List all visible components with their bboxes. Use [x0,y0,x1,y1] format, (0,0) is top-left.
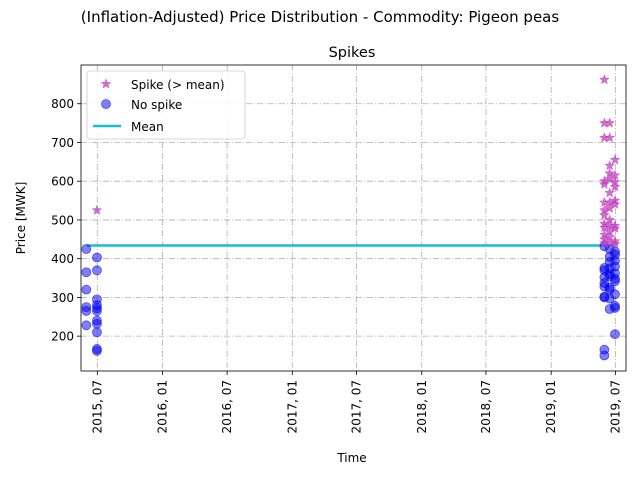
x-axis-ticks: 2015, 07 2016, 01 2016, 07 2017, 01 2017, 07… [90,371,622,433]
spike-point [604,132,616,143]
no-spike-point [81,306,92,316]
legend-marker-no-spike [101,99,111,109]
spike-point [91,204,103,215]
data-points [81,74,621,361]
x-tick-label: 2017, 07 [350,380,364,433]
spike-point [598,74,610,85]
y-tick-label: 200 [51,330,74,344]
legend-marker-spike [100,78,112,89]
grid-lines [81,65,626,371]
x-tick-label: 2019, 07 [608,380,622,433]
legend-label-no-spike: No spike [131,98,182,112]
spike-point [609,181,621,192]
x-tick-label: 2018, 07 [479,380,493,433]
x-tick-label: 2018, 01 [415,380,429,433]
legend-label-spike: Spike (> mean) [131,78,225,92]
x-tick-label: 2019, 01 [544,380,558,433]
y-axis-ticks: 200 300 400 500 600 700 800 [51,97,81,344]
no-spike-point [610,329,620,340]
no-spike-point [92,252,102,263]
spike-point [604,117,616,128]
no-spike-point [92,318,102,329]
legend-star-icon [100,78,112,89]
no-spike-point [610,289,620,300]
no-spike-point [81,267,92,278]
legend-label-mean: Mean [131,120,164,134]
no-spike-point [81,244,92,254]
no-spike-point [81,284,92,295]
spike-point [609,154,621,165]
spike-point [604,187,616,198]
legend-frame [86,70,246,140]
plot-frame [80,64,627,372]
y-tick-label: 300 [51,291,74,305]
no-spike-point [92,265,102,276]
y-tick-label: 800 [51,97,74,111]
figure-suptitle: (Inflation-Adjusted) Price Distribution … [81,8,560,26]
x-tick-label: 2017, 01 [285,380,299,433]
x-tick-label: 2016, 01 [156,380,170,433]
no-spike-point [81,320,92,331]
x-tick-label: 2016, 07 [220,380,234,433]
no-spike-point [92,306,102,316]
spike-point [609,222,621,234]
x-axis-label: Time [336,451,366,465]
x-tick-label: 2015, 07 [90,380,104,433]
no-spike-point [92,327,102,338]
no-spike-point [92,345,102,356]
spike-point [609,198,621,210]
no-spike-point [610,276,620,287]
spike-point [609,238,621,249]
chart-title: Spikes [329,45,376,61]
y-tick-label: 400 [51,252,74,266]
no-spike-point [610,302,620,313]
y-tick-label: 600 [51,175,74,189]
y-axis-label: Price [MWK] [14,182,28,255]
spike-point [598,209,610,220]
y-tick-label: 500 [51,213,74,227]
y-tick-label: 700 [51,136,74,150]
legend: Spike (> mean) No spike Mean [86,70,246,140]
no-spike-point [599,350,610,361]
